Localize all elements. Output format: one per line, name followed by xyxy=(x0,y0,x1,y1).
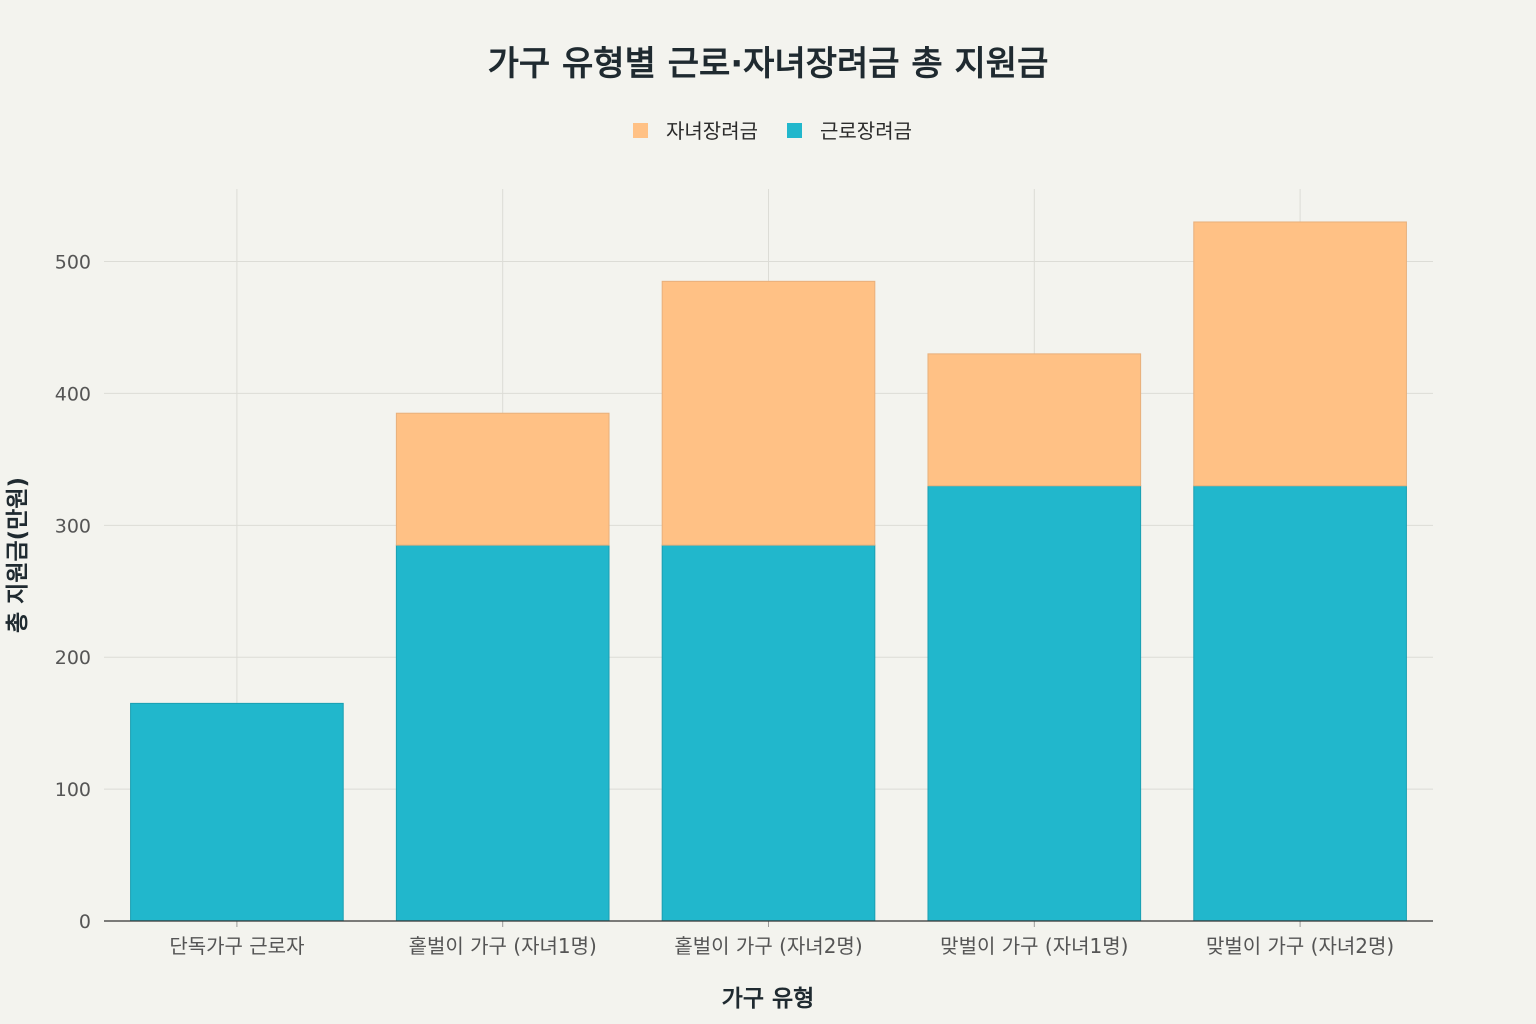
y-tick-label: 0 xyxy=(79,911,91,933)
x-tick-label: 단독가구 근로자 xyxy=(169,934,304,958)
y-tick-label: 200 xyxy=(55,647,91,669)
x-axis-title: 가구 유형 xyxy=(722,986,815,1012)
legend-label: 근로장려금 xyxy=(820,119,912,143)
y-tick-label: 100 xyxy=(55,779,91,801)
legend-swatch xyxy=(787,123,802,138)
legend: 자녀장려금 근로장려금 xyxy=(633,119,912,143)
x-tick-label: 홑벌이 가구 (자녀1명) xyxy=(409,934,597,958)
bar-segment-근로장려금 xyxy=(661,544,876,922)
bar-segment-근로장려금 xyxy=(927,485,1142,922)
legend-swatch xyxy=(633,123,648,138)
bar-segment-근로장려금 xyxy=(1193,485,1407,922)
y-axis-title: 총 지원금(만원) xyxy=(5,477,31,633)
bar-segment-자녀장려금 xyxy=(395,412,610,546)
bar-segment-자녀장려금 xyxy=(1193,221,1407,487)
y-tick-label: 500 xyxy=(55,252,91,274)
chart-title: 가구 유형별 근로·자녀장려금 총 지원금 xyxy=(488,44,1049,84)
bar-segment-근로장려금 xyxy=(130,702,344,922)
bar-segment-자녀장려금 xyxy=(661,280,876,546)
x-tick-label: 맞벌이 가구 (자녀1명) xyxy=(940,934,1128,958)
x-tick-label: 홑벌이 가구 (자녀2명) xyxy=(674,934,862,958)
bars xyxy=(130,221,1407,922)
x-tick-label: 맞벌이 가구 (자녀2명) xyxy=(1206,934,1394,958)
y-axis-ticks: 0 100 200 300 400 500 xyxy=(55,252,91,933)
y-tick-label: 300 xyxy=(55,515,91,537)
legend-label: 자녀장려금 xyxy=(666,119,758,143)
bar-segment-자녀장려금 xyxy=(927,353,1142,487)
x-axis-ticks: 단독가구 근로자 홑벌이 가구 (자녀1명) 홑벌이 가구 (자녀2명) 맞벌이 가구… xyxy=(169,921,1394,958)
y-tick-label: 400 xyxy=(55,383,91,405)
bar-segment-근로장려금 xyxy=(395,544,610,922)
